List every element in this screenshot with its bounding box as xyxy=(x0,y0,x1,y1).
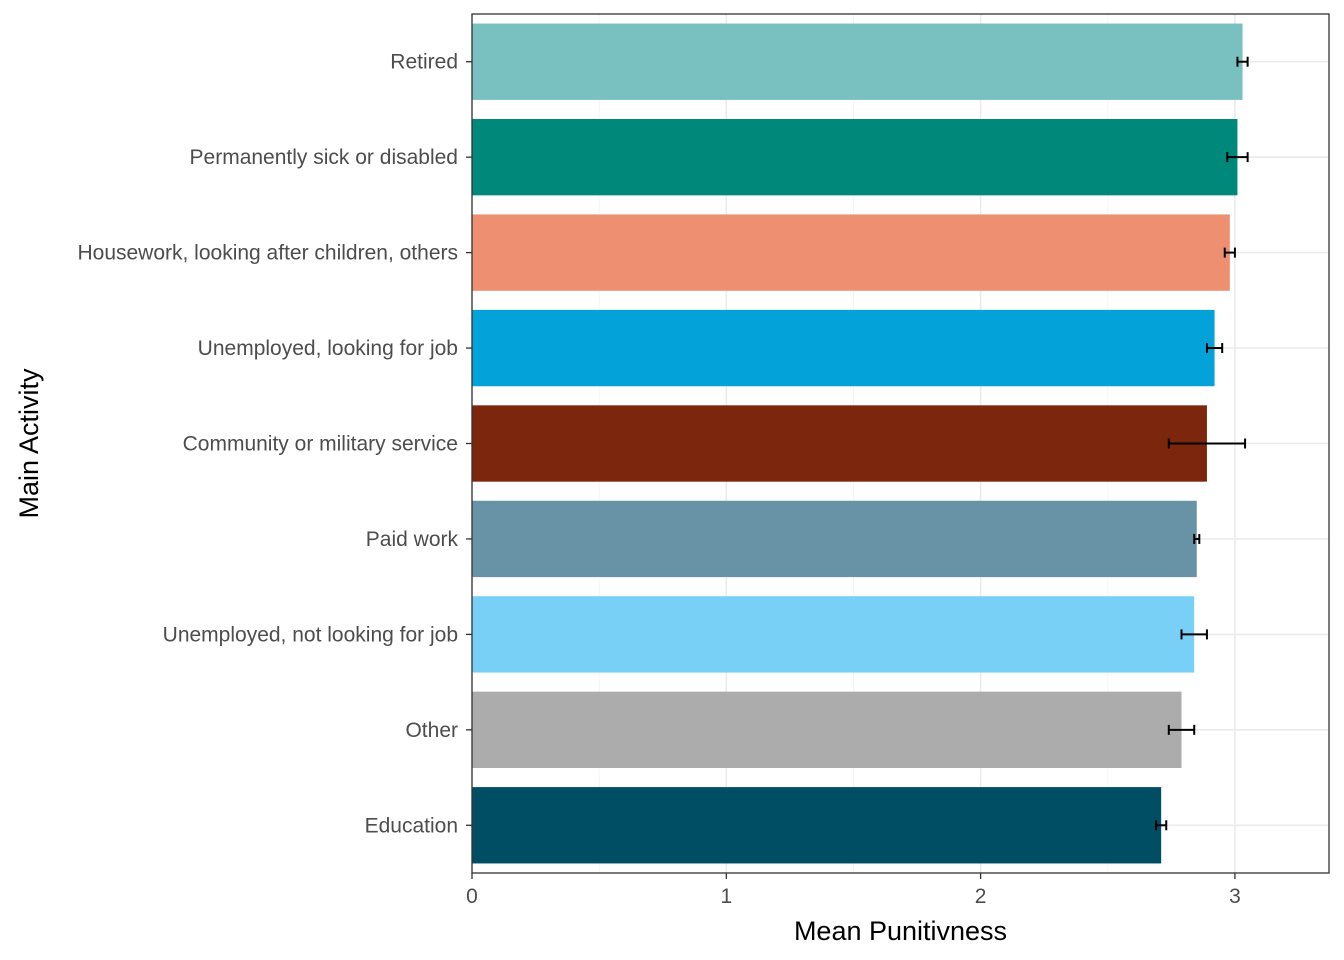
error-bar xyxy=(1205,343,1224,354)
bar xyxy=(472,309,1215,387)
error-bar xyxy=(1180,629,1208,640)
y-tick-label: Education xyxy=(365,814,458,837)
y-tick-label: Other xyxy=(405,719,458,742)
x-axis: 0 1 2 3 xyxy=(466,873,1241,908)
bar xyxy=(472,405,1207,482)
bar xyxy=(472,118,1238,196)
error-bars xyxy=(1155,56,1249,831)
bar xyxy=(472,500,1197,578)
y-tick-label: Unemployed, looking for job xyxy=(198,337,458,360)
x-tick-label: 2 xyxy=(975,885,987,908)
y-tick-label: Unemployed, not looking for job xyxy=(163,623,458,646)
bar xyxy=(472,787,1162,864)
y-axis-title: Main Activity xyxy=(14,368,44,519)
y-tick-label: Retired xyxy=(390,51,458,74)
bar xyxy=(472,596,1195,673)
bar xyxy=(472,214,1230,291)
error-bar xyxy=(1226,152,1249,163)
bar xyxy=(472,691,1182,769)
error-bar xyxy=(1193,533,1201,544)
y-tick-label: Community or military service xyxy=(183,433,458,456)
error-bar xyxy=(1167,438,1247,449)
x-tick-label: 0 xyxy=(466,885,478,908)
y-tick-label: Permanently sick or disabled xyxy=(190,146,458,169)
error-bar xyxy=(1223,247,1236,258)
x-tick-label: 1 xyxy=(720,885,732,908)
error-bar xyxy=(1167,724,1196,735)
bars xyxy=(472,23,1243,864)
error-bar xyxy=(1155,820,1168,831)
error-bar xyxy=(1236,56,1249,67)
x-axis-title: Mean Punitivness xyxy=(794,916,1007,946)
y-axis: Retired Permanently sick or disabled House… xyxy=(77,51,472,837)
x-tick-label: 3 xyxy=(1229,885,1241,908)
bar xyxy=(472,23,1243,100)
y-tick-label: Paid work xyxy=(366,528,459,551)
y-tick-label: Housework, looking after children, other… xyxy=(77,242,458,265)
